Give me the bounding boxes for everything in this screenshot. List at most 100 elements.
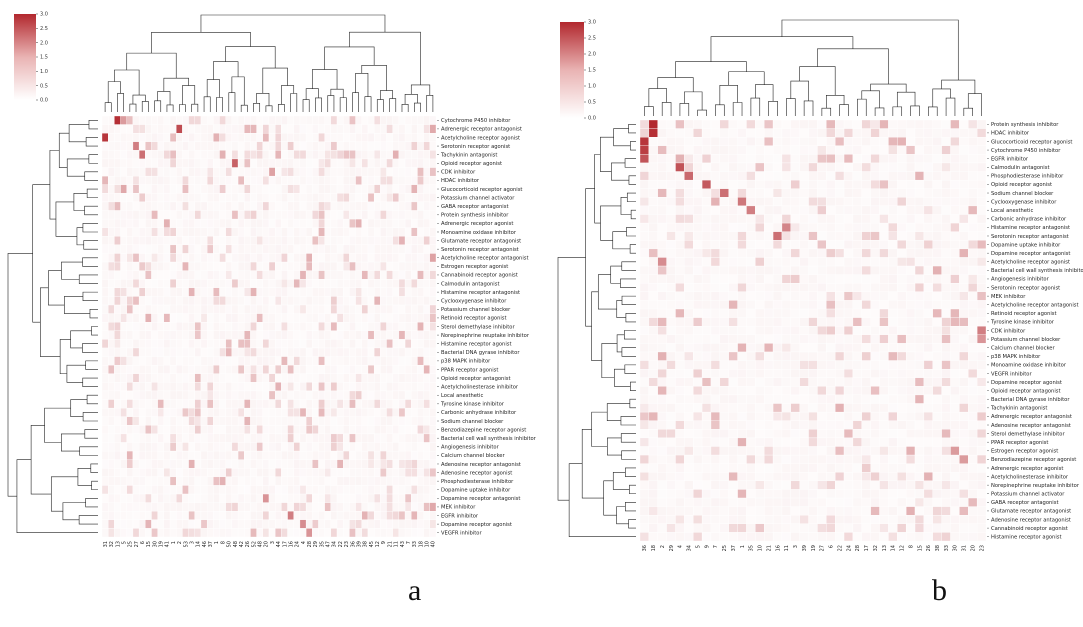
column-label: 17	[864, 545, 870, 551]
heatmap-cell	[373, 425, 381, 435]
heatmap-cell	[648, 394, 658, 404]
heatmap-cell	[213, 313, 220, 323]
heatmap-cell	[176, 193, 183, 203]
heatmap-cell	[305, 184, 313, 194]
heatmap-cell	[312, 356, 319, 366]
heatmap-cell	[380, 218, 387, 228]
heatmap-cell	[852, 515, 862, 524]
heatmap-cell	[429, 433, 437, 443]
heatmap-cell	[404, 382, 412, 392]
heatmap-cell	[250, 158, 257, 168]
row-label: Adenosine receptor agonist	[441, 470, 512, 476]
heatmap-cell	[799, 437, 809, 447]
heatmap-cell	[151, 175, 158, 185]
heatmap-cell	[268, 184, 276, 194]
heatmap-cell	[349, 347, 356, 357]
heatmap-cell	[817, 257, 827, 267]
heatmap-cell	[835, 162, 845, 172]
heatmap-cell	[843, 179, 854, 189]
heatmap-cell	[336, 270, 344, 280]
heatmap-cell	[138, 416, 146, 426]
heatmap-cell	[950, 283, 960, 293]
heatmap-cell	[293, 493, 301, 503]
heatmap-cell	[237, 141, 245, 151]
heatmap-cell	[959, 145, 969, 155]
heatmap-cell	[237, 158, 245, 168]
heatmap-cell	[429, 133, 437, 142]
heatmap-cell	[905, 437, 916, 447]
heatmap-cell	[213, 296, 220, 306]
heatmap-cell	[169, 364, 177, 374]
heatmap-cell	[361, 184, 369, 194]
heatmap-cell	[299, 382, 307, 392]
heatmap-cell	[423, 390, 430, 400]
heatmap-cell	[923, 179, 933, 189]
heatmap-cell	[231, 425, 239, 435]
heatmap-cell	[398, 270, 406, 280]
heatmap-cell	[145, 528, 152, 538]
heatmap-cell	[219, 373, 226, 383]
heatmap-cell	[888, 326, 898, 335]
heatmap-cell	[361, 313, 369, 323]
heatmap-cell	[188, 528, 195, 538]
heatmap-cell	[950, 420, 960, 430]
heatmap-cell	[693, 171, 703, 181]
heatmap-cell	[693, 119, 703, 129]
heatmap-cell	[182, 450, 189, 460]
heatmap-cell	[132, 150, 140, 160]
heatmap-cell	[781, 480, 791, 490]
heatmap-cell	[114, 416, 121, 426]
heatmap-cell	[293, 227, 301, 237]
heatmap-cell	[675, 291, 685, 301]
heatmap-cell	[639, 515, 650, 524]
heatmap-cell	[905, 489, 916, 499]
heatmap-cell	[404, 493, 412, 503]
heatmap-cell	[299, 399, 307, 409]
heatmap-cell	[799, 137, 809, 146]
heatmap-cell	[781, 248, 791, 258]
heatmap-cell	[275, 124, 282, 134]
heatmap-cell	[764, 368, 774, 378]
heatmap-cell	[764, 437, 774, 447]
heatmap-cell	[772, 265, 783, 275]
heatmap-cell	[755, 179, 765, 189]
heatmap-cell	[324, 519, 332, 529]
heatmap-cell	[799, 197, 809, 207]
heatmap-cell	[188, 210, 195, 220]
heatmap-cell	[817, 283, 827, 293]
heatmap-cell	[693, 497, 703, 507]
heatmap-cell	[959, 360, 969, 370]
heatmap-cell	[157, 476, 165, 486]
heatmap-cell	[404, 468, 412, 478]
heatmap-cell	[941, 222, 951, 232]
heatmap-cell	[176, 399, 183, 409]
heatmap-cell	[101, 175, 109, 185]
heatmap-cell	[870, 162, 880, 172]
heatmap-cell	[781, 119, 791, 129]
heatmap-cell	[163, 141, 171, 151]
heatmap-cell	[861, 257, 871, 267]
heatmap-cell	[225, 150, 233, 160]
heatmap-cell	[219, 468, 226, 478]
heatmap-cell	[710, 300, 721, 310]
heatmap-cell	[114, 459, 121, 469]
heatmap-cell	[182, 218, 189, 228]
heatmap-cell	[330, 364, 338, 374]
heatmap-cell	[231, 485, 239, 495]
heatmap-cell	[293, 184, 301, 194]
heatmap-cell	[206, 141, 214, 151]
heatmap-cell	[380, 373, 387, 383]
heatmap-cell	[244, 407, 251, 417]
heatmap-cell	[835, 154, 845, 164]
heatmap-cell	[138, 322, 146, 331]
heatmap-cell	[330, 133, 338, 142]
heatmap-cell	[411, 158, 418, 168]
heatmap-cell	[923, 205, 933, 215]
column-label: 9	[381, 541, 387, 544]
heatmap-cell	[299, 175, 307, 185]
heatmap-cell	[639, 119, 650, 129]
heatmap-cell	[746, 506, 756, 516]
heatmap-cell	[755, 523, 765, 533]
heatmap-cell	[126, 193, 134, 203]
row-label: PPAR receptor agonist	[991, 440, 1048, 446]
